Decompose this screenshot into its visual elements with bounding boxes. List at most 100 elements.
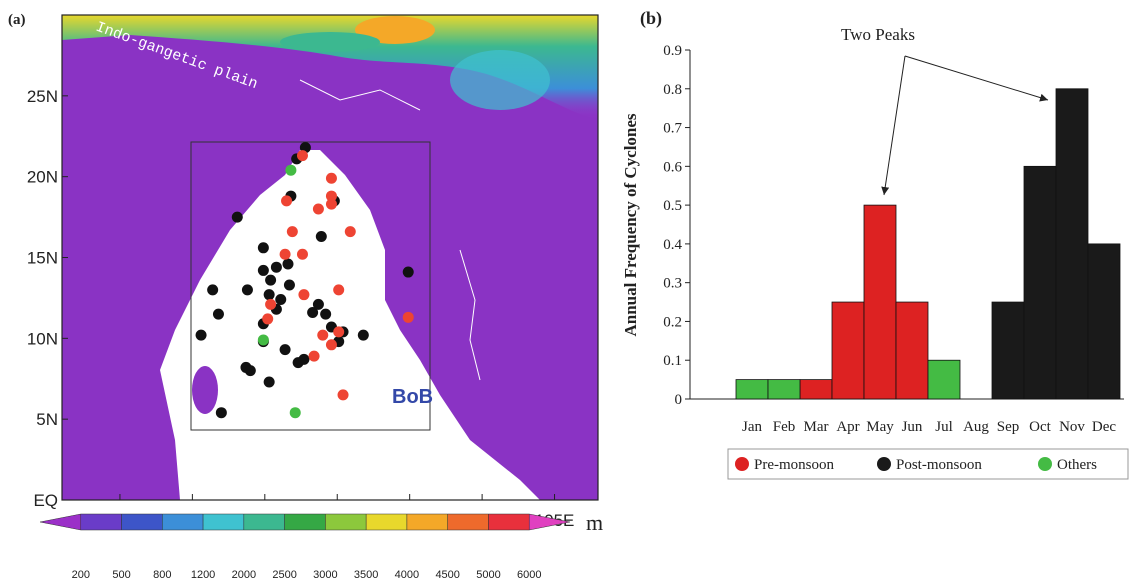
colorbar-swatch bbox=[40, 514, 81, 530]
y-tick-label: 0.9 bbox=[663, 43, 682, 59]
colorbar-swatch bbox=[203, 514, 244, 530]
colorbar-label: 3000 bbox=[313, 569, 337, 581]
x-tick-label: Feb bbox=[773, 419, 796, 435]
colorbar-swatch bbox=[448, 514, 489, 530]
terrain bbox=[62, 15, 598, 500]
annotation: Two Peaks bbox=[841, 25, 915, 44]
y-tick-label: 0.6 bbox=[663, 159, 682, 175]
cyclone-point bbox=[298, 289, 309, 300]
colorbar-label: 2000 bbox=[232, 569, 256, 581]
y-tick-label: 0.7 bbox=[663, 121, 682, 137]
y-tick-label: 25N bbox=[27, 87, 58, 106]
x-tick-label: Mar bbox=[804, 419, 829, 435]
colorbar-unit: m bbox=[586, 510, 603, 535]
y-tick-label: 0.3 bbox=[663, 276, 682, 292]
colorbar-label: 200 bbox=[72, 569, 90, 581]
cyclone-point bbox=[403, 267, 414, 278]
cyclone-point bbox=[262, 313, 273, 324]
cyclone-point bbox=[280, 344, 291, 355]
cyclone-point bbox=[245, 365, 256, 376]
panel-label: (a) bbox=[8, 12, 26, 28]
bar bbox=[1056, 89, 1088, 399]
bar bbox=[1024, 166, 1056, 399]
cyclone-point bbox=[358, 330, 369, 341]
arrow bbox=[884, 56, 905, 195]
x-tick-label: Jan bbox=[742, 419, 762, 435]
cyclone-point bbox=[264, 289, 275, 300]
colorbar-label: 5000 bbox=[476, 569, 500, 581]
colorbar-swatch bbox=[162, 514, 203, 530]
y-tick-label: 15N bbox=[27, 249, 58, 268]
cyclone-point bbox=[338, 389, 349, 400]
cyclone-point bbox=[333, 284, 344, 295]
cyclone-point bbox=[326, 199, 337, 210]
cyclone-point bbox=[242, 284, 253, 295]
arrow bbox=[905, 56, 1048, 100]
bar bbox=[1088, 244, 1120, 399]
cyclone-point bbox=[264, 376, 275, 387]
cyclone-point bbox=[275, 294, 286, 305]
cyclone-point bbox=[309, 351, 320, 362]
bar bbox=[800, 380, 832, 399]
bar bbox=[864, 205, 896, 399]
cyclone-point bbox=[297, 249, 308, 260]
cyclone-point bbox=[317, 330, 328, 341]
x-tick-label: Apr bbox=[836, 419, 859, 435]
cyclone-point bbox=[313, 299, 324, 310]
colorbar-label: 1200 bbox=[191, 569, 215, 581]
cyclone-point bbox=[403, 312, 414, 323]
cyclone-point bbox=[232, 212, 243, 223]
colorbar-label: 500 bbox=[112, 569, 130, 581]
cyclone-point bbox=[285, 165, 296, 176]
cyclone-point bbox=[298, 354, 309, 365]
x-tick-label: Dec bbox=[1092, 419, 1116, 435]
colorbar-swatch bbox=[244, 514, 285, 530]
cyclone-point bbox=[326, 173, 337, 184]
x-tick-label: May bbox=[866, 419, 894, 435]
y-tick-label: 0.1 bbox=[663, 353, 682, 369]
legend-marker bbox=[877, 457, 891, 471]
legend-label: Others bbox=[1057, 457, 1097, 473]
colorbar-swatch bbox=[488, 514, 529, 530]
y-tick-label: 20N bbox=[27, 168, 58, 187]
cyclone-point bbox=[282, 258, 293, 269]
cyclone-point bbox=[345, 226, 356, 237]
legend-marker bbox=[735, 457, 749, 471]
bar bbox=[896, 302, 928, 399]
x-tick-label: Nov bbox=[1059, 419, 1085, 435]
region-label: BoB bbox=[392, 386, 433, 408]
cyclone-point bbox=[313, 204, 324, 215]
y-axis-title: Annual Frequency of Cyclones bbox=[621, 113, 640, 336]
y-tick-label: 0.5 bbox=[663, 198, 682, 214]
cyclone-point bbox=[287, 226, 298, 237]
colorbar-swatch bbox=[285, 514, 326, 530]
cyclone-point bbox=[297, 150, 308, 161]
bar bbox=[832, 302, 864, 399]
colorbar-label: 3500 bbox=[354, 569, 378, 581]
colorbar-swatch bbox=[325, 514, 366, 530]
cyclone-point bbox=[265, 299, 276, 310]
colorbar-label: 6000 bbox=[517, 569, 541, 581]
x-tick-label: Jul bbox=[935, 419, 953, 435]
legend-label: Pre-monsoon bbox=[754, 457, 834, 473]
cyclone-point bbox=[333, 326, 344, 337]
legend-label: Post-monsoon bbox=[896, 457, 982, 473]
colorbar-label: 2500 bbox=[272, 569, 296, 581]
panel-label: (b) bbox=[640, 8, 662, 29]
x-tick-label: Aug bbox=[963, 419, 989, 435]
cyclone-point bbox=[216, 407, 227, 418]
cyclone-point bbox=[196, 330, 207, 341]
cyclone-point bbox=[258, 334, 269, 345]
figure: (a) Indo-gangetic plain BoB (b) Two Peak… bbox=[0, 0, 1141, 584]
colorbar-label: 800 bbox=[153, 569, 171, 581]
bar bbox=[736, 380, 768, 399]
cyclone-point bbox=[207, 284, 218, 295]
bar bbox=[992, 302, 1024, 399]
colorbar-swatch bbox=[407, 514, 448, 530]
y-tick-label: 5N bbox=[36, 410, 58, 429]
colorbar-label: 4000 bbox=[395, 569, 419, 581]
x-tick-label: Oct bbox=[1029, 419, 1051, 435]
cyclone-point bbox=[316, 231, 327, 242]
cyclone-point bbox=[284, 279, 295, 290]
cyclone-point bbox=[280, 249, 291, 260]
